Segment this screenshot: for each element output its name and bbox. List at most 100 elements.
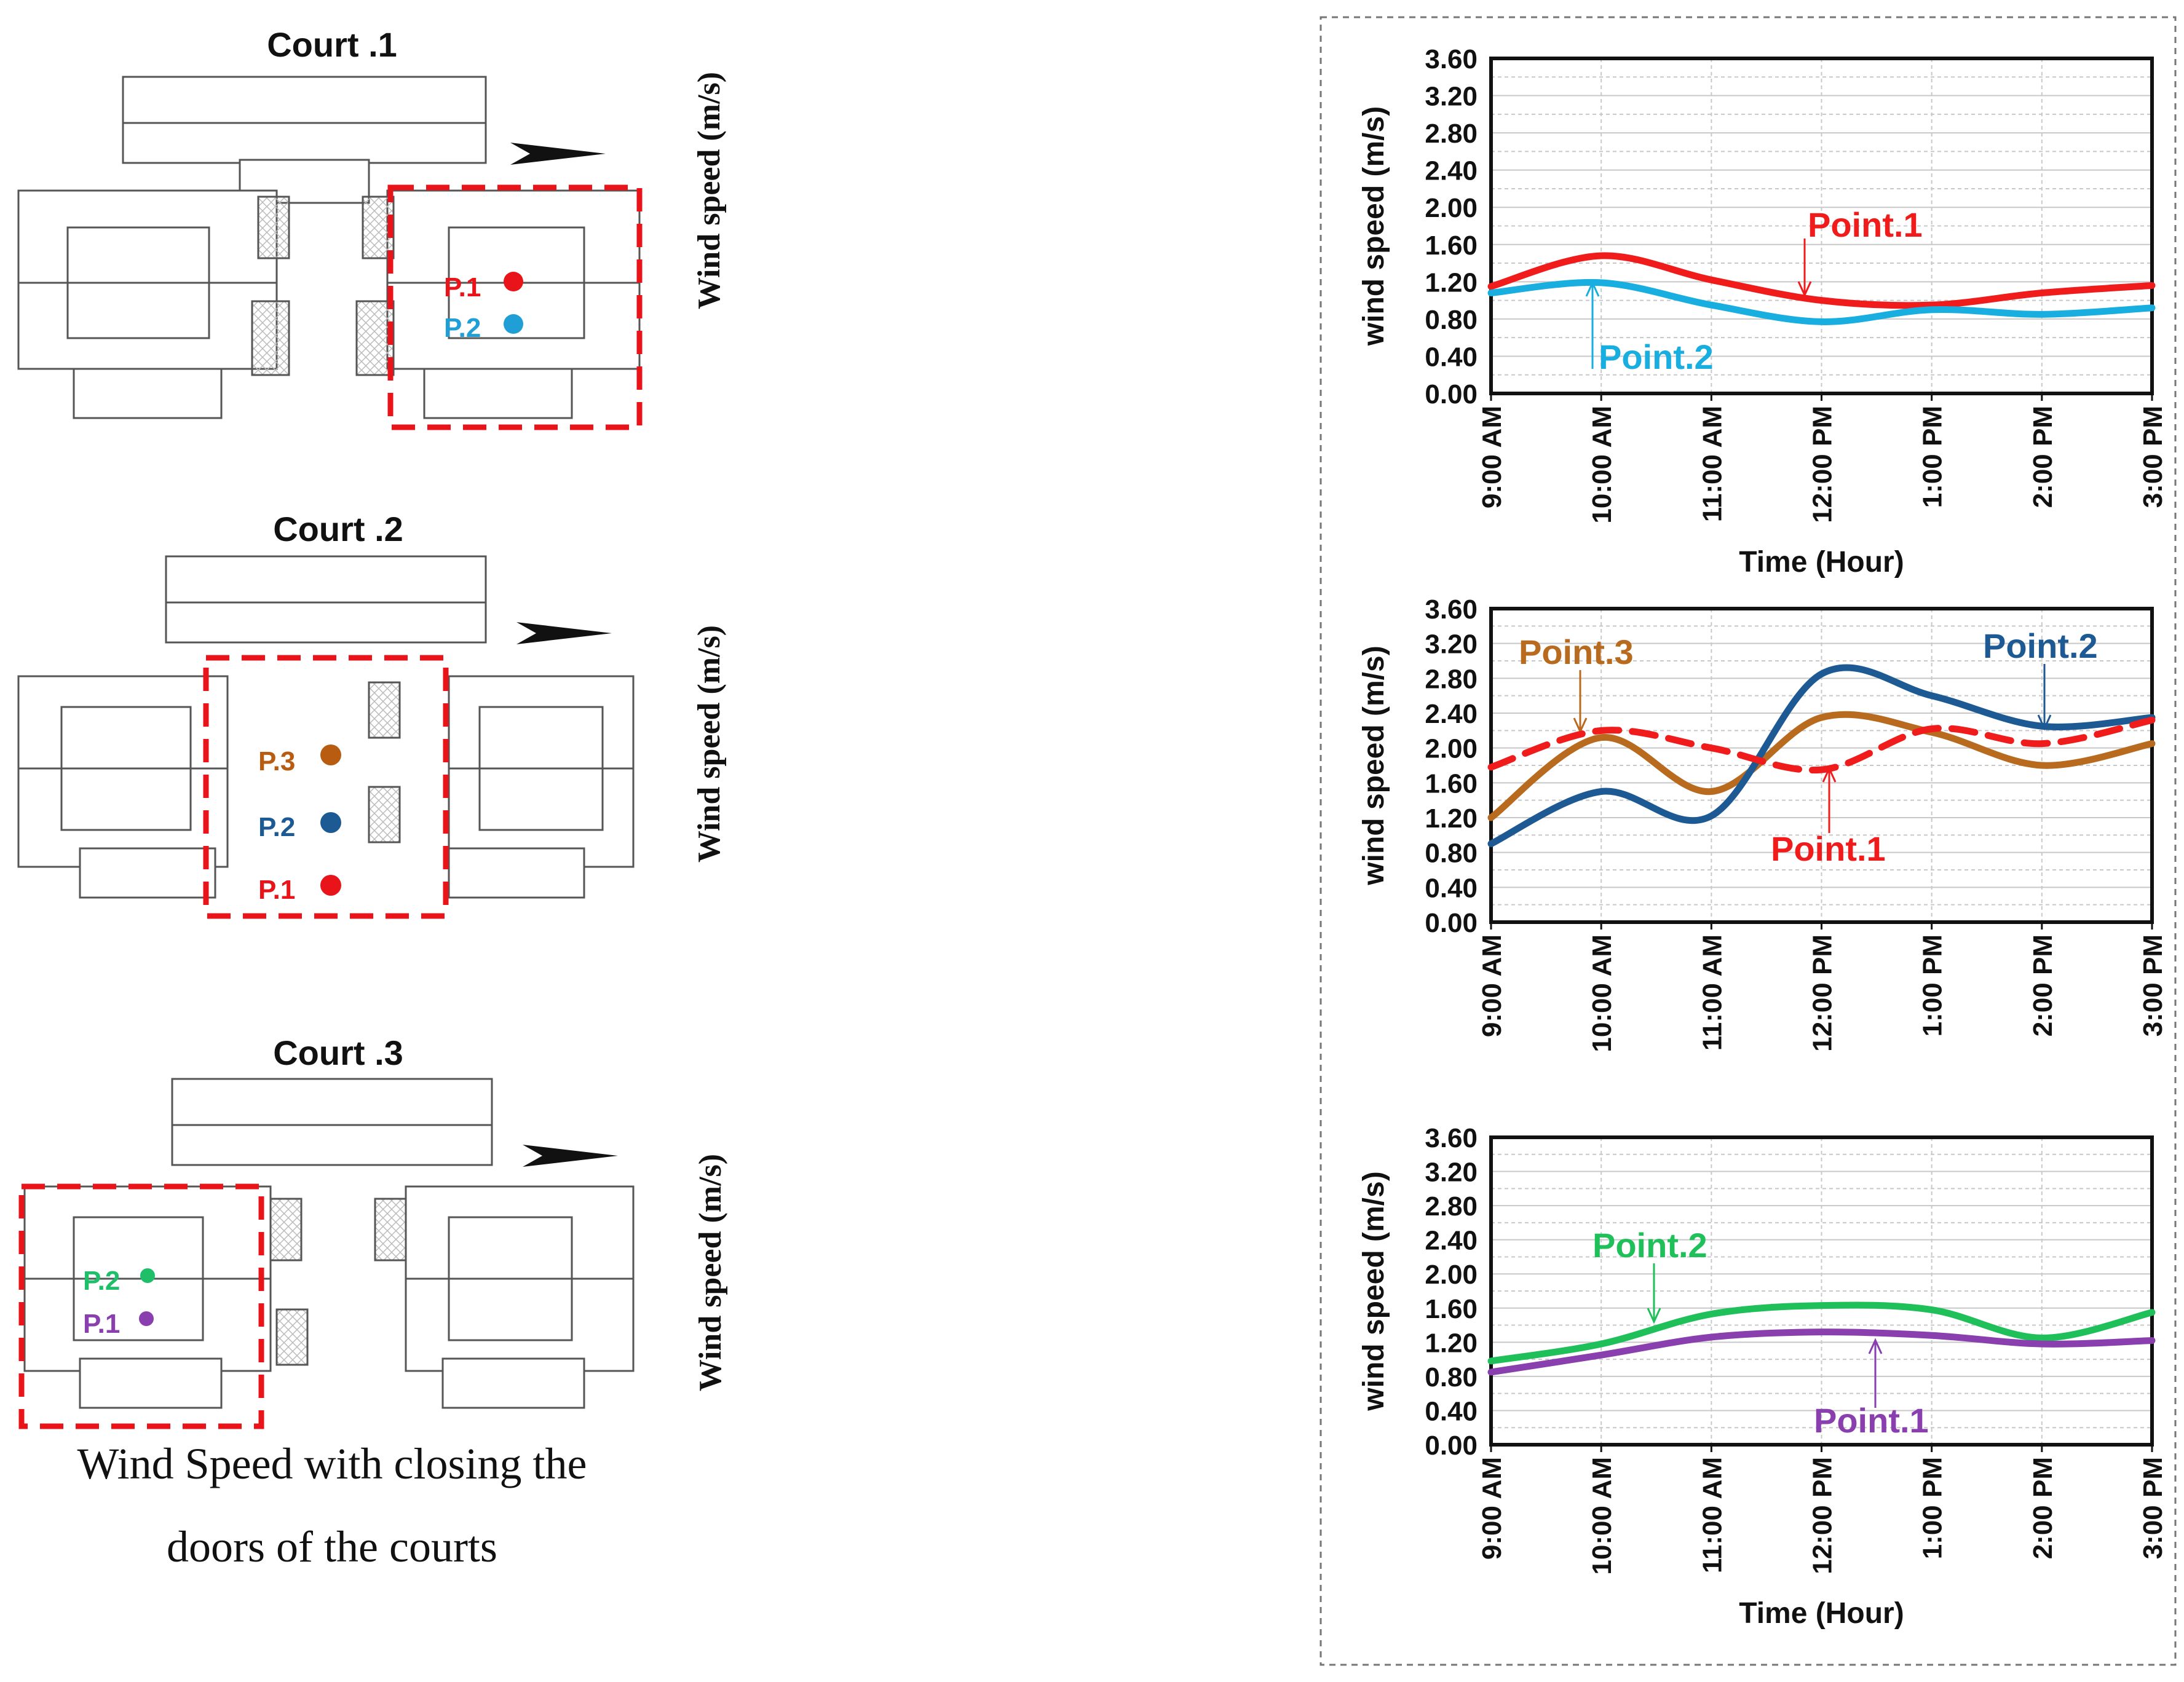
court-2-title: Court .2 — [273, 510, 403, 548]
chart-3-x-tick-label: 9:00 AM — [1477, 1457, 1507, 1560]
chart-3-y-tick-label: 2.00 — [1425, 1260, 1478, 1290]
chart-3-series-label: Point.1 — [1814, 1401, 1929, 1440]
north-arrow-icon — [516, 622, 612, 644]
chart-3-x-tick-label: 1:00 PM — [1918, 1457, 1948, 1559]
court-plan-3: Court .3 P.2 P.1 Wind speed (m/s) — [18, 1033, 728, 1429]
court-plan-2: Court .2 P.3 P.2 P.1 Wind speed (m/s) — [17, 510, 727, 919]
chart-2-series-point-3 — [1487, 711, 2156, 821]
court-3-point-1 — [139, 1311, 154, 1326]
chart-1-x-tick-label: 9:00 AM — [1477, 406, 1507, 508]
chart-1-x-tick-label: 2:00 PM — [2028, 406, 2058, 508]
chart-1: 0.00 0.40 0.80 1.20 1.60 2.00 2.40 2.80 3.20 3.60… — [1358, 44, 2168, 578]
chart-1-label-arrowhead — [1797, 281, 1812, 298]
charts-group: 0.000.400.801.201.602.002.402.803.203.60… — [1358, 44, 2168, 1630]
chart-2-y-tick-label: 1.20 — [1425, 803, 1478, 834]
chart-3-y-tick-label: 1.60 — [1425, 1294, 1478, 1324]
chart-2-x-tick-label: 1:00 PM — [1918, 934, 1948, 1036]
chart-2-series-point-2 — [1487, 664, 2156, 847]
chart-3-y-tick-label: 3.60 — [1425, 1123, 1478, 1153]
chart-1-y-tick-label: 3.20 — [1425, 82, 1478, 112]
chart-2-y-tick-label: 2.00 — [1425, 734, 1478, 764]
court-3-point-2-label: P.2 — [83, 1266, 120, 1296]
chart-2-y-tick-label: 3.20 — [1425, 630, 1478, 660]
floor-plan-1 — [17, 76, 641, 419]
chart-3-x-tick-label: 11:00 AM — [1697, 1457, 1727, 1573]
court-1-point-1-label: P.1 — [444, 272, 481, 302]
chart-1-y-tick-label: 1.60 — [1425, 231, 1478, 261]
chart-3-y-tick-label: 1.20 — [1425, 1328, 1478, 1358]
chart-1-label-arrowhead — [1585, 280, 1600, 297]
chart-2-y-tick-label: 0.00 — [1425, 908, 1478, 938]
chart-1-x-tick-label: 3:00 PM — [2138, 406, 2168, 508]
court-1-title: Court .1 — [267, 25, 397, 64]
chart-3-y-tick-label: 3.20 — [1425, 1158, 1478, 1188]
floor-plan-3 — [23, 1078, 635, 1409]
chart-1-y-axis-label: wind speed (m/s) — [1358, 106, 1390, 346]
chart-3-y-axis-label: wind speed (m/s) — [1358, 1171, 1390, 1411]
chart-3-y-tick-label: 0.40 — [1425, 1396, 1478, 1426]
chart-1-series-label: Point.2 — [1599, 338, 1714, 376]
chart-3-x-tick-label: 12:00 PM — [1808, 1457, 1838, 1574]
chart-1-x-tick-label: 1:00 PM — [1918, 406, 1948, 508]
chart-3-y-tick-label: 0.00 — [1425, 1431, 1478, 1461]
chart-1-y-tick-label: 0.40 — [1425, 342, 1478, 372]
chart-2-y-tick-label: 0.40 — [1425, 873, 1478, 903]
chart-2-y-tick-label: 3.60 — [1425, 594, 1478, 625]
chart-1-x-tick-label: 11:00 AM — [1697, 406, 1727, 522]
court-2-point-1-label: P.1 — [258, 875, 295, 905]
chart-3-x-tick-label: 10:00 AM — [1587, 1457, 1617, 1575]
court-3-title: Court .3 — [273, 1033, 403, 1072]
court-2-side-axis-label: Wind speed (m/s) — [692, 625, 727, 863]
chart-3-x-axis-label: Time (Hour) — [1739, 1597, 1904, 1630]
court-1-point-2 — [504, 314, 523, 334]
court-2-point-2 — [320, 812, 341, 833]
chart-1-y-tick-label: 0.80 — [1425, 305, 1478, 335]
court-1-highlight — [387, 184, 643, 430]
chart-1-y-tick-label: 2.80 — [1425, 119, 1478, 149]
chart-2-series-label: Point.2 — [1983, 626, 2098, 665]
chart-1-y-tick-label: 0.00 — [1425, 379, 1478, 409]
court-2-highlight — [203, 655, 449, 919]
chart-2-series-point-1 — [1487, 716, 2156, 774]
chart-2-x-tick-label: 10:00 AM — [1587, 934, 1617, 1052]
chart-1-x-tick-label: 10:00 AM — [1587, 406, 1617, 524]
court-plan-1: Court .1 P.1 P.2 Wind speed (m/s) — [17, 25, 727, 430]
chart-2-y-tick-label: 1.60 — [1425, 768, 1478, 799]
chart-2-x-tick-label: 2:00 PM — [2028, 934, 2058, 1036]
chart-2-y-axis-label: wind speed (m/s) — [1358, 646, 1390, 885]
chart-1-series-label: Point.1 — [1808, 205, 1923, 244]
north-arrow-icon — [510, 143, 606, 165]
chart-3-y-tick-label: 0.80 — [1425, 1362, 1478, 1392]
court-2-point-3 — [320, 744, 341, 765]
caption-line-1: Wind Speed with closing the — [77, 1439, 587, 1488]
chart-3-y-tick-label: 2.40 — [1425, 1226, 1478, 1256]
chart-2-x-tick-label: 12:00 PM — [1808, 934, 1838, 1052]
court-2-point-2-label: P.2 — [258, 812, 295, 842]
court-1-point-2-label: P.2 — [444, 313, 481, 343]
court-3-highlight — [18, 1183, 264, 1429]
floor-plan-2 — [17, 555, 635, 899]
court-3-side-axis-label: Wind speed (m/s) — [693, 1154, 728, 1391]
court-1-point-1 — [504, 272, 523, 291]
chart-3-x-tick-label: 2:00 PM — [2028, 1457, 2058, 1559]
chart-3-label-arrowhead — [1868, 1338, 1883, 1354]
chart-1-y-tick-label: 3.60 — [1425, 44, 1478, 74]
north-arrow-icon — [523, 1145, 618, 1167]
chart-1-x-tick-label: 12:00 PM — [1808, 406, 1838, 523]
chart-2-y-tick-label: 0.80 — [1425, 839, 1478, 869]
chart-2-y-tick-label: 2.40 — [1425, 699, 1478, 729]
chart-1-y-tick-label: 2.40 — [1425, 156, 1478, 186]
chart-2-x-tick-label: 11:00 AM — [1697, 934, 1727, 1051]
chart-2-label-arrowhead — [1822, 766, 1837, 783]
caption-line-2: doors of the courts — [167, 1522, 497, 1571]
chart-2-x-tick-label: 9:00 AM — [1477, 934, 1507, 1037]
chart-3-y-tick-label: 2.80 — [1425, 1191, 1478, 1222]
chart-1-y-tick-label: 1.20 — [1425, 267, 1478, 298]
chart-1-y-tick-label: 2.00 — [1425, 193, 1478, 223]
court-1-side-axis-label: Wind speed (m/s) — [692, 72, 727, 309]
court-3-point-2 — [140, 1268, 155, 1283]
chart-1-x-axis-label: Time (Hour) — [1739, 546, 1904, 578]
chart-3-label-arrowhead — [1647, 1308, 1661, 1324]
chart-2-x-tick-label: 3:00 PM — [2138, 934, 2168, 1036]
